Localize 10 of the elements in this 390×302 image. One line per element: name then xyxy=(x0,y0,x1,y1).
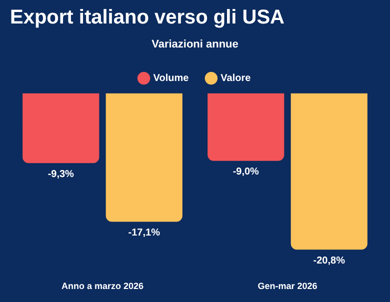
data-label: -17,1% xyxy=(128,228,160,239)
legend-label: Volume xyxy=(153,72,190,84)
data-label: -9,3% xyxy=(48,168,74,180)
legend-label: Valore xyxy=(220,72,252,84)
x-tick-label: Anno a marzo 2026 xyxy=(61,281,144,292)
data-label: -20,8% xyxy=(313,255,346,266)
data-label: -9,0% xyxy=(232,166,260,178)
x-tick-label: Gen-mar 2026 xyxy=(258,281,318,292)
chart-subtitle: Variazioni annue xyxy=(152,38,238,51)
chart-title: Export italiano verso gli USA xyxy=(10,6,285,29)
